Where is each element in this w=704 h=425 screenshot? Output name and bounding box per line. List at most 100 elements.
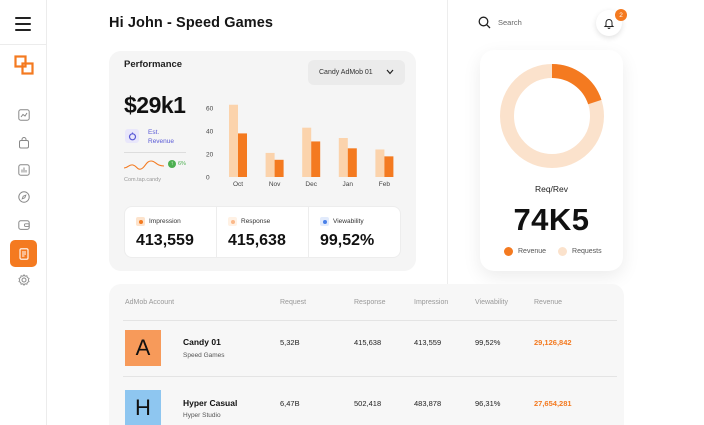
impression-icon bbox=[136, 217, 145, 226]
bar-revenue bbox=[384, 156, 394, 177]
account-name: Candy 01 bbox=[183, 337, 221, 347]
sidebar-item-settings[interactable] bbox=[0, 269, 47, 291]
bar-chart-icon bbox=[17, 164, 30, 176]
performance-bar-chart: 0 20 40 60 Oct Nov Dec Jan Feb bbox=[206, 104, 394, 188]
arrow-up-icon: ↑ bbox=[168, 160, 176, 168]
sparkline bbox=[123, 160, 165, 170]
bar-revenue bbox=[311, 141, 321, 177]
compass-icon bbox=[17, 191, 30, 203]
stat-value: 99,52% bbox=[320, 232, 375, 249]
bar-requests bbox=[338, 138, 348, 177]
account-studio: Hyper Studio bbox=[183, 412, 221, 419]
search-input[interactable]: Search bbox=[498, 18, 522, 27]
search-icon bbox=[478, 16, 491, 29]
column-divider bbox=[447, 0, 448, 285]
bar-requests bbox=[302, 127, 312, 177]
donut-legend: Revenue Requests bbox=[504, 247, 602, 256]
gear-icon bbox=[17, 274, 30, 286]
stat-label: Response bbox=[241, 218, 271, 225]
row-divider bbox=[123, 320, 617, 321]
sidebar-item-explore[interactable] bbox=[0, 186, 47, 208]
stat-response: Response 415,638 bbox=[217, 207, 309, 257]
document-icon bbox=[18, 247, 29, 260]
bar-revenue bbox=[274, 159, 284, 177]
cell-response: 415,638 bbox=[354, 338, 382, 347]
cell-revenue: 27,654,281 bbox=[534, 399, 572, 408]
column-header: Request bbox=[280, 299, 307, 306]
cell-response: 502,418 bbox=[354, 399, 382, 408]
divider bbox=[124, 152, 186, 153]
y-tick-label: 20 bbox=[206, 152, 214, 159]
chevron-down-icon bbox=[386, 69, 394, 75]
stat-value: 415,638 bbox=[228, 232, 286, 249]
wallet-icon bbox=[17, 220, 30, 230]
bar-requests bbox=[375, 149, 385, 177]
app-package-label: Com.tap.candy bbox=[124, 177, 161, 183]
growth-value: 6% bbox=[178, 161, 186, 167]
cell-impression: 413,559 bbox=[414, 338, 442, 347]
y-tick-label: 40 bbox=[206, 129, 214, 136]
est-revenue-label: Est. Revenue bbox=[148, 129, 175, 145]
donut-slice-revenue bbox=[551, 64, 602, 105]
performance-card: Performance Candy AdMob 01 $29k1 Est. Re… bbox=[109, 51, 416, 271]
sidebar-item-trend[interactable] bbox=[0, 104, 47, 126]
sidebar-item-wallet[interactable] bbox=[0, 214, 47, 236]
response-icon bbox=[228, 217, 237, 226]
req-rev-donut-chart bbox=[500, 64, 604, 168]
bell-icon bbox=[603, 19, 615, 29]
admob-accounts-table: AdMob Account Request Response Impressio… bbox=[109, 284, 624, 425]
performance-title: Performance bbox=[124, 59, 183, 70]
sidebar-divider bbox=[0, 44, 47, 45]
sidebar-item-shop[interactable] bbox=[0, 132, 47, 154]
stat-label: Impression bbox=[149, 218, 181, 225]
page-title: Hi John - Speed Games bbox=[109, 15, 274, 31]
revenue-value: $29k1 bbox=[124, 92, 186, 118]
stat-label: Viewability bbox=[333, 218, 364, 225]
bar-requests bbox=[229, 104, 238, 177]
avatar: A bbox=[125, 330, 161, 366]
menu-icon[interactable] bbox=[15, 17, 31, 31]
column-header: Revenue bbox=[534, 299, 563, 306]
app-select[interactable]: Candy AdMob 01 bbox=[308, 60, 405, 85]
column-header: Response bbox=[354, 299, 386, 306]
x-tick-label: Jan bbox=[343, 181, 354, 188]
bar-requests bbox=[265, 152, 275, 177]
account-name: Hyper Casual bbox=[183, 398, 238, 408]
column-header: Viewability bbox=[475, 299, 508, 306]
growth-indicator: ↑ 6% bbox=[168, 160, 186, 168]
legend-requests: Requests bbox=[558, 247, 602, 256]
row-divider bbox=[123, 376, 617, 377]
cell-revenue: 29,126,842 bbox=[534, 338, 572, 347]
bag-icon bbox=[18, 137, 29, 149]
donut-title: Req/Rev bbox=[534, 184, 569, 194]
cell-impression: 483,878 bbox=[414, 399, 442, 408]
bar-revenue bbox=[347, 148, 357, 177]
x-tick-label: Nov bbox=[269, 181, 281, 188]
notification-badge: 2 bbox=[615, 9, 627, 21]
bar-revenue bbox=[238, 133, 247, 177]
sidebar-item-documents[interactable] bbox=[10, 240, 37, 267]
logo-icon[interactable] bbox=[14, 55, 34, 75]
column-header: Impression bbox=[414, 299, 449, 306]
donut-value: 74K5 bbox=[513, 202, 590, 237]
x-tick-label: Oct bbox=[233, 181, 243, 188]
cell-viewability: 99,52% bbox=[475, 338, 501, 347]
y-tick-label: 0 bbox=[206, 175, 210, 182]
cell-request: 5,32B bbox=[280, 338, 300, 347]
y-tick-label: 60 bbox=[206, 106, 214, 113]
viewability-icon bbox=[320, 217, 329, 226]
x-tick-label: Dec bbox=[305, 181, 317, 188]
app-select-value: Candy AdMob 01 bbox=[319, 69, 373, 76]
sidebar-item-reports[interactable] bbox=[0, 159, 47, 181]
search-box[interactable]: Search bbox=[478, 16, 522, 29]
x-tick-label: Feb bbox=[379, 181, 391, 188]
cell-request: 6,47B bbox=[280, 399, 300, 408]
column-header: AdMob Account bbox=[125, 299, 175, 306]
trend-icon bbox=[17, 109, 30, 121]
sidebar bbox=[0, 0, 47, 425]
est-revenue-icon bbox=[125, 129, 139, 143]
stat-impression: Impression 413,559 bbox=[125, 207, 217, 257]
cell-viewability: 96,31% bbox=[475, 399, 501, 408]
req-rev-card: Req/Rev 74K5 Revenue Requests bbox=[480, 50, 623, 271]
stat-value: 413,559 bbox=[136, 232, 194, 249]
